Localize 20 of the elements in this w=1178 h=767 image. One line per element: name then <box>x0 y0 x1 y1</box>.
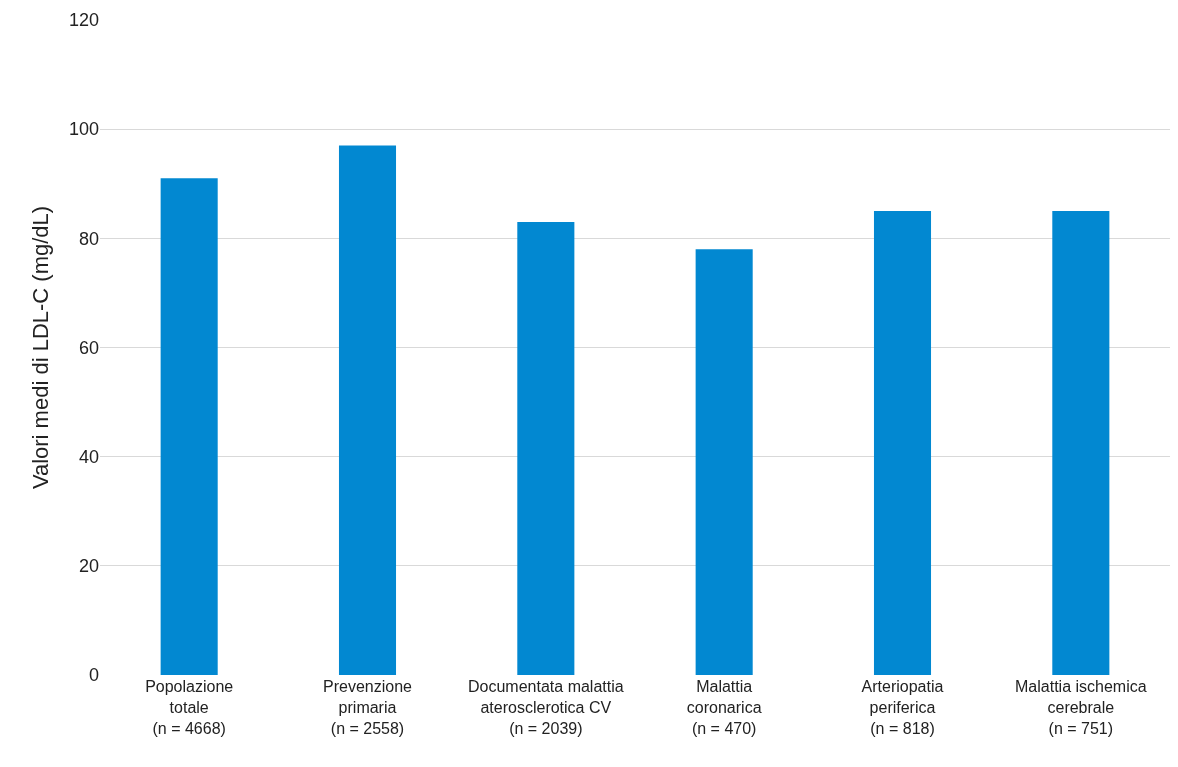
x-tick-label: Popolazione totale (n = 4668) <box>145 678 234 737</box>
bar <box>695 249 753 675</box>
x-tick-label: Malattia ischemica cerebrale (n = 751) <box>1015 678 1147 737</box>
bar <box>1052 211 1110 675</box>
bar <box>873 211 932 675</box>
bar <box>160 178 218 675</box>
x-tick-label: Arteriopatia periferica (n = 818) <box>861 678 944 737</box>
y-tick-label: 40 <box>78 446 99 467</box>
y-tick-label: 60 <box>78 337 99 358</box>
y-tick-label: 100 <box>68 119 99 140</box>
y-tick-label: 20 <box>78 556 99 577</box>
y-axis-title: Valori medi di LDL-C (mg/dL) <box>27 205 53 490</box>
y-tick-label: 0 <box>88 665 99 686</box>
bar <box>517 221 575 675</box>
x-tick-label: Prevenzione primaria (n = 2558) <box>323 678 413 737</box>
x-tick-label: Malattia coronarica (n = 470) <box>686 678 762 737</box>
bar <box>338 145 397 675</box>
y-tick-label: 80 <box>78 228 99 249</box>
x-tick-label: Documentata malattia aterosclerotica CV (n = 2039) <box>468 678 624 737</box>
y-tick-label: 120 <box>68 10 99 31</box>
